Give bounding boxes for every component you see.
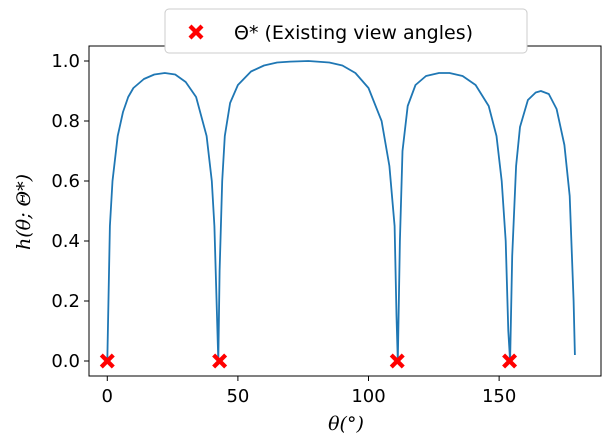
scatter-point (99, 353, 115, 369)
y-tick-label: 1.0 (51, 51, 80, 72)
y-tick-label: 0.6 (51, 171, 80, 192)
x-tick-label: 100 (351, 386, 385, 407)
legend-marker (188, 24, 204, 40)
plot-frame (88, 45, 602, 377)
x-tick-label: 150 (482, 386, 516, 407)
x-tick-label: 0 (102, 386, 113, 407)
y-axis-label: h(θ; Θ*) (13, 174, 35, 250)
y-axis: 0.0 0.2 0.4 0.6 0.8 1.0 (51, 51, 89, 372)
y-tick-label: 0.4 (51, 231, 80, 252)
scatter-point (389, 353, 405, 369)
series-line (106, 60, 576, 362)
scatter-point (502, 353, 518, 369)
legend: Θ* (Existing view angles) (164, 8, 528, 54)
plot-area (88, 45, 602, 377)
legend-box (164, 8, 528, 54)
x-axis-label: θ(°) (328, 413, 364, 435)
x-tick-label: 50 (226, 386, 249, 407)
scatter-point (212, 353, 228, 369)
y-tick-label: 0.0 (51, 351, 80, 372)
legend-label: Θ* (Existing view angles) (234, 22, 473, 44)
y-tick-label: 0.8 (51, 111, 80, 132)
x-axis: 0 50 100 150 (102, 376, 516, 407)
y-tick-label: 0.2 (51, 291, 80, 312)
